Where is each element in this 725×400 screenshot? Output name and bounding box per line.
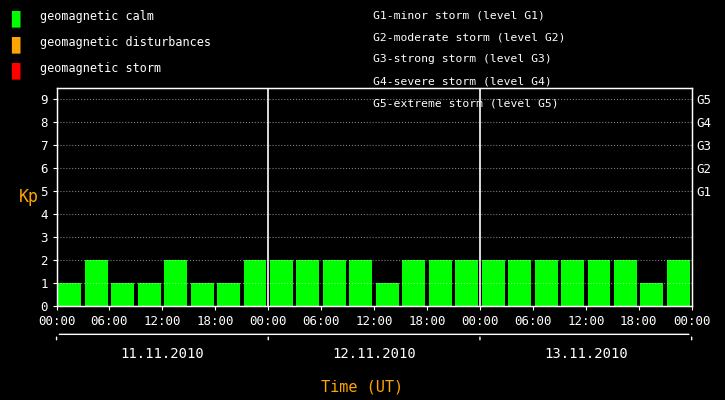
Text: G3-strong storm (level G3): G3-strong storm (level G3) bbox=[373, 54, 552, 64]
Text: G1-minor storm (level G1): G1-minor storm (level G1) bbox=[373, 10, 545, 20]
Bar bbox=[402, 260, 426, 306]
Text: G4-severe storm (level G4): G4-severe storm (level G4) bbox=[373, 76, 552, 86]
Bar bbox=[640, 283, 663, 306]
Text: G5-extreme storm (level G5): G5-extreme storm (level G5) bbox=[373, 98, 559, 108]
Y-axis label: Kp: Kp bbox=[19, 188, 39, 206]
Bar bbox=[455, 260, 479, 306]
Text: geomagnetic storm: geomagnetic storm bbox=[40, 62, 161, 75]
Bar bbox=[534, 260, 558, 306]
Bar bbox=[270, 260, 293, 306]
Bar bbox=[297, 260, 320, 306]
Text: 12.11.2010: 12.11.2010 bbox=[332, 348, 416, 362]
Bar bbox=[376, 283, 399, 306]
Bar bbox=[323, 260, 346, 306]
Text: █: █ bbox=[11, 36, 20, 53]
Bar bbox=[587, 260, 610, 306]
Bar bbox=[667, 260, 690, 306]
Text: █: █ bbox=[11, 62, 20, 79]
Text: Time (UT): Time (UT) bbox=[321, 379, 404, 394]
Bar bbox=[191, 283, 214, 306]
Bar bbox=[111, 283, 134, 306]
Text: G2-moderate storm (level G2): G2-moderate storm (level G2) bbox=[373, 32, 566, 42]
Bar bbox=[85, 260, 108, 306]
Bar bbox=[349, 260, 373, 306]
Bar bbox=[481, 260, 505, 306]
Bar bbox=[561, 260, 584, 306]
Text: 13.11.2010: 13.11.2010 bbox=[544, 348, 628, 362]
Bar bbox=[138, 283, 161, 306]
Bar bbox=[58, 283, 81, 306]
Text: geomagnetic disturbances: geomagnetic disturbances bbox=[40, 36, 211, 49]
Bar bbox=[164, 260, 187, 306]
Bar bbox=[217, 283, 240, 306]
Text: █: █ bbox=[11, 10, 20, 27]
Bar bbox=[244, 260, 267, 306]
Text: geomagnetic calm: geomagnetic calm bbox=[40, 10, 154, 23]
Bar bbox=[614, 260, 637, 306]
Text: 11.11.2010: 11.11.2010 bbox=[120, 348, 204, 362]
Bar bbox=[508, 260, 531, 306]
Bar bbox=[428, 260, 452, 306]
